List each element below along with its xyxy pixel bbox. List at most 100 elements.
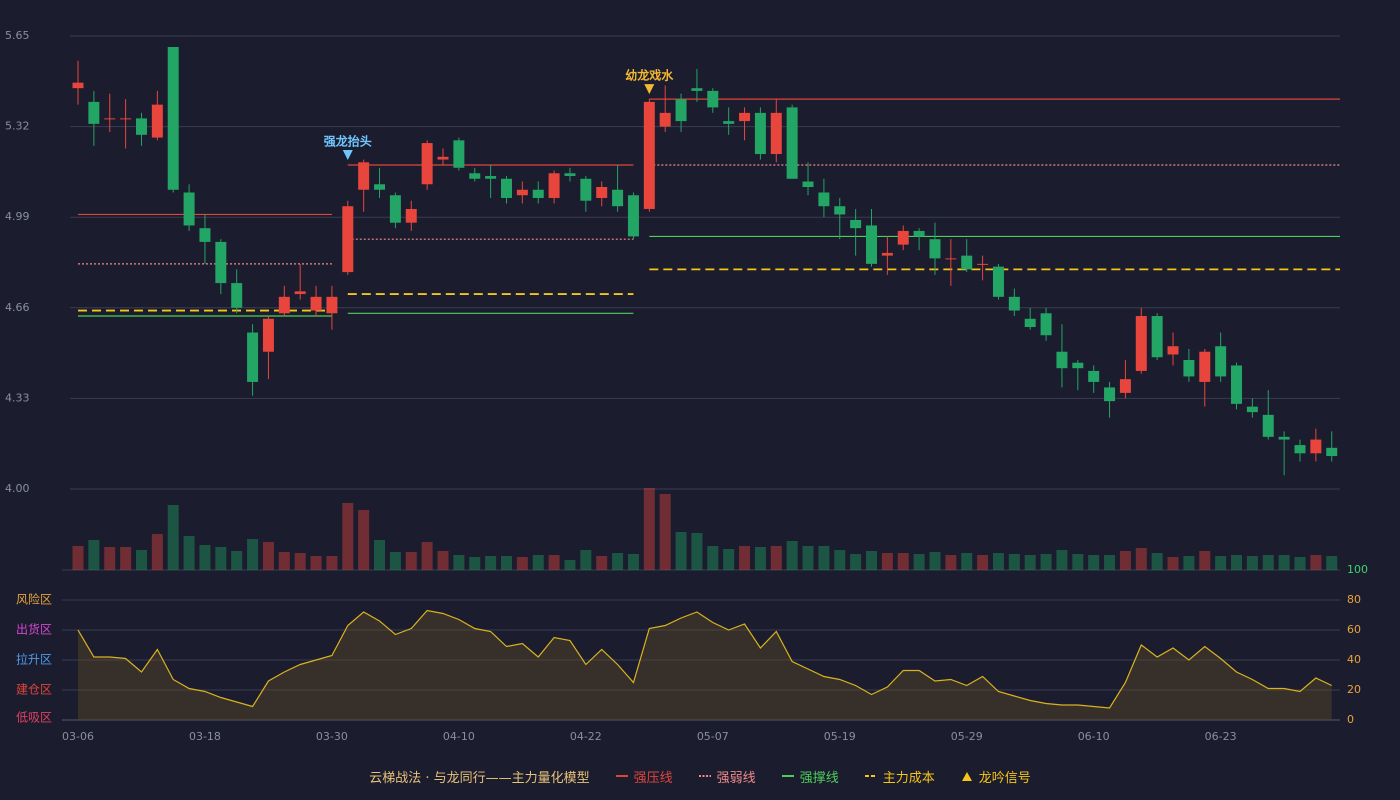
legend-item: 强撑线 <box>781 767 839 786</box>
volume-bar <box>1310 555 1322 570</box>
volume-bar <box>278 552 290 570</box>
zone-label: 出货区 <box>16 622 52 637</box>
volume-bar <box>421 542 433 570</box>
candle-body <box>770 112 782 155</box>
legend-swatch <box>961 772 972 781</box>
candle-body <box>1072 362 1084 369</box>
volume-bar <box>691 533 703 570</box>
volume-bar <box>992 553 1004 570</box>
volume-bar <box>1056 550 1068 570</box>
volume-bar <box>167 505 179 570</box>
candle-body <box>72 82 84 89</box>
candle-body <box>1040 313 1052 336</box>
signal-arrow <box>644 84 655 95</box>
candle-body <box>1278 436 1290 440</box>
candle-body <box>405 208 417 223</box>
legend-item: 龙吟信号 <box>961 767 1031 786</box>
volume-bar <box>342 503 354 570</box>
volume-bar <box>627 554 639 570</box>
candle-body <box>1262 414 1274 437</box>
candle-body <box>516 189 528 196</box>
volume-bar <box>612 553 624 570</box>
volume-bar <box>1104 555 1116 570</box>
candle-body <box>627 195 639 237</box>
candle-body <box>802 181 814 187</box>
volume-bar <box>1215 556 1227 570</box>
zone-label: 建仓区 <box>16 683 52 697</box>
y-tick-label: 5.65 <box>5 29 30 42</box>
candle-body <box>580 178 592 201</box>
volume-bar <box>945 555 957 570</box>
candle-body <box>659 112 671 127</box>
candle-body <box>278 296 290 314</box>
candle-body <box>612 189 624 207</box>
volume-bar <box>548 555 560 570</box>
volume-bar <box>739 546 751 570</box>
signal-label: 强龙抬头 <box>324 134 372 149</box>
candle-body <box>643 101 655 209</box>
x-tick-label: 03-18 <box>189 730 221 743</box>
candle-body <box>374 184 386 190</box>
candle-body <box>1167 346 1179 355</box>
candle-body <box>532 189 544 198</box>
candle-body <box>326 296 338 314</box>
candle-body <box>120 118 132 120</box>
candle-body <box>818 192 830 207</box>
x-tick-label: 03-30 <box>316 730 348 743</box>
candle-body <box>167 46 179 190</box>
volume-bar <box>596 556 608 570</box>
chart: 4.00 4.33 4.66 4.99 5.32 5.65 0 20 40 60 80 100 风险区出… <box>5 29 1368 743</box>
y-tick-label: 5.32 <box>5 120 30 133</box>
y2-tick-label: 60 <box>1347 623 1361 636</box>
candle-body <box>1246 406 1258 413</box>
x-tick-label: 05-07 <box>697 730 729 743</box>
y-tick-label: 4.33 <box>5 391 30 404</box>
candle-body <box>342 206 354 273</box>
candle-body <box>231 283 243 308</box>
volume-bar <box>754 547 766 570</box>
x-tick-label: 05-19 <box>824 730 856 743</box>
candle-body <box>866 225 877 264</box>
volume-bar <box>1024 555 1036 570</box>
y-tick-label: 4.66 <box>5 301 30 314</box>
candle-body <box>135 118 147 135</box>
legend-label: 龙吟信号 <box>978 770 1031 786</box>
volume-bar <box>723 549 735 570</box>
volume-bar <box>358 510 370 570</box>
candle-body <box>1310 439 1322 454</box>
legend-swatch <box>615 775 628 777</box>
candle-body <box>389 195 401 223</box>
candle-body <box>469 173 481 179</box>
candle-body <box>1294 445 1306 454</box>
candle-body <box>1199 351 1211 382</box>
volume-bar <box>1199 551 1211 570</box>
candle-body <box>1231 365 1243 404</box>
x-tick-label: 06-10 <box>1078 730 1110 743</box>
legend-item: 主力成本 <box>864 767 935 786</box>
volume-bar <box>818 546 830 570</box>
candle-body <box>453 140 465 168</box>
candle-body <box>1135 316 1147 371</box>
volume-bar <box>310 556 322 570</box>
zone-label: 风险区 <box>16 592 52 607</box>
candle-body <box>754 112 766 155</box>
candle-body <box>151 104 163 138</box>
candle-body <box>1056 351 1068 369</box>
volume-bar <box>1246 556 1258 570</box>
volume-bar <box>929 552 941 570</box>
candle-body <box>596 187 608 198</box>
volume-bar <box>1072 554 1084 570</box>
candle-body <box>786 107 798 179</box>
volume-bar <box>770 546 782 570</box>
volume-bar <box>1294 557 1306 570</box>
volume-bar <box>262 542 274 570</box>
volume-bar <box>1119 551 1131 570</box>
legend-swatch <box>864 775 877 777</box>
volume-bar <box>564 560 576 570</box>
candle-body <box>262 318 274 352</box>
legend-title: 云梯战法 · 与龙同行——主力量化模型 <box>369 770 590 786</box>
candle-body <box>897 230 909 245</box>
y2-tick-label: 20 <box>1347 683 1361 696</box>
volume-bar <box>374 540 386 570</box>
